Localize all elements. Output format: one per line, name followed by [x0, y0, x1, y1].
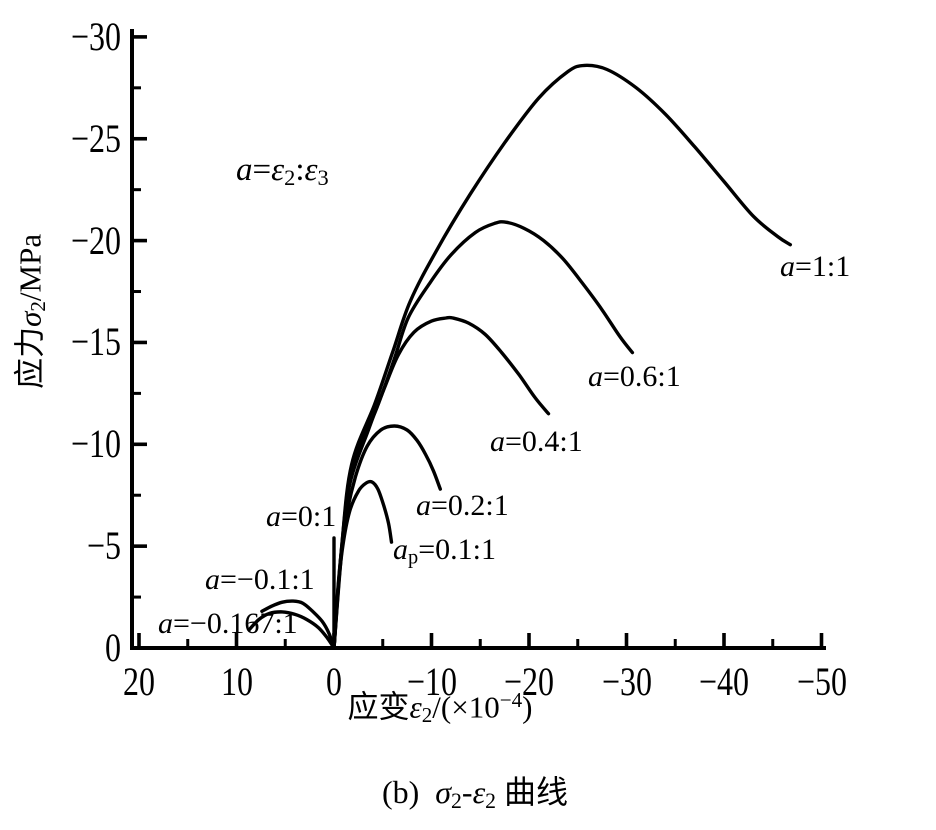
- x-axis-title: 应变ε2/(×10−4): [347, 688, 533, 728]
- curve-label-ap-0_1-1: ap=0.1:1: [393, 533, 496, 569]
- y-tick-label: −15: [70, 319, 121, 365]
- x-tick-label: −40: [698, 659, 750, 704]
- y-tick-label: −25: [70, 115, 121, 161]
- y-tick-label: −30: [70, 13, 121, 59]
- x-tick-label: −50: [796, 659, 847, 704]
- ratio-definition-annotation: a=ε2:ε3: [236, 152, 329, 190]
- x-tick-label: 20: [123, 659, 155, 704]
- y-tick-label: 0: [105, 625, 121, 670]
- curve-label-a-0_2-1: a=0.2:1: [416, 489, 509, 522]
- curve-a-neg0_167-1: [247, 610, 336, 650]
- x-tick-label: −10: [406, 659, 457, 704]
- curve-label-a-0_6-1: a=0.6:1: [588, 360, 681, 393]
- curve-a-1-1: [332, 63, 792, 650]
- curve-label-a-0-1: a=0:1: [266, 500, 337, 533]
- curve-label-a-1-1: a=1:1: [780, 250, 851, 283]
- y-tick-label: −5: [86, 523, 121, 569]
- figure-caption: (b) σ2-ε2 曲线: [381, 774, 569, 813]
- x-tick-label: 0: [326, 659, 342, 704]
- curve-label-a-neg0_1-1: a=−0.1:1: [205, 563, 315, 596]
- y-tick-label: −10: [70, 421, 121, 467]
- x-tick-label: −30: [601, 659, 652, 704]
- x-tick-label: 10: [220, 659, 253, 704]
- curve-label-a-0_4-1: a=0.4:1: [490, 425, 583, 458]
- curve-a-0_4-1: [332, 315, 551, 650]
- y-tick-label: −20: [70, 217, 121, 263]
- curve-a-0_6-1: [332, 220, 635, 650]
- curve-a-neg0_1-1: [260, 599, 336, 650]
- x-tick-label: −20: [503, 659, 555, 704]
- curve-ap-0_1-1: [332, 479, 394, 650]
- curve-label-a-neg0_167-1: a=−0.167:1: [158, 607, 298, 640]
